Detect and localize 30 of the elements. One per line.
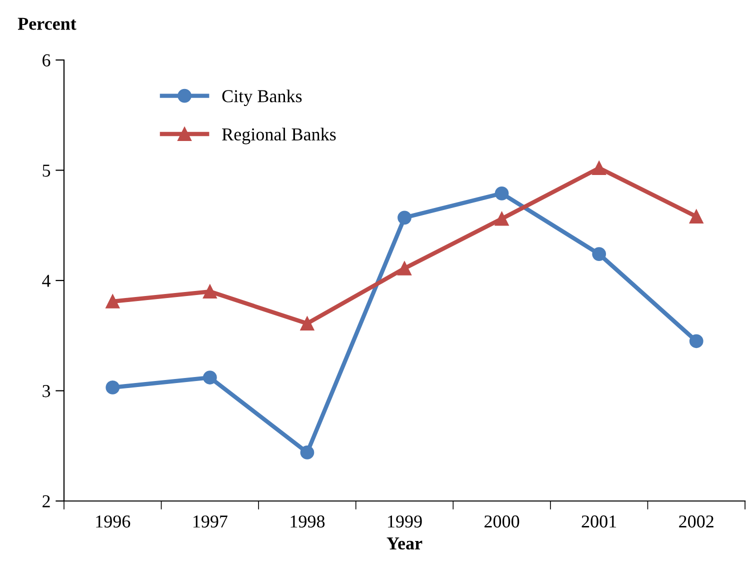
point [106,294,120,308]
y-axis-title: Percent [18,18,76,30]
y-tick-label: 2 [42,495,50,508]
x-tick-label: 2001 [582,515,616,528]
x-tick-label: 1996 [96,515,130,528]
x-axis-title: Year [386,538,422,550]
point [300,316,314,330]
point [106,380,120,394]
point [592,247,606,261]
point [592,161,606,175]
point [202,284,217,298]
point [398,261,412,276]
x-tick-label: 1998 [290,515,325,528]
point [689,334,704,348]
y-tick-label: 5 [42,164,50,177]
legend-label: Regional Banks [222,128,336,144]
x-tick-label: 1999 [388,515,422,528]
y-tick-label: 3 [42,385,50,398]
point [398,210,412,225]
point [689,210,704,224]
point [494,212,509,226]
y-tick-label: 6 [42,54,50,66]
legend-label: City Banks [222,90,302,106]
x-tick-label: 1997 [193,515,228,528]
y-tick-label: 4 [42,274,51,287]
point [300,446,314,460]
point [494,186,509,200]
x-tick-label: 2000 [484,515,520,528]
x-tick-label: 2002 [679,515,714,528]
point [202,370,217,384]
